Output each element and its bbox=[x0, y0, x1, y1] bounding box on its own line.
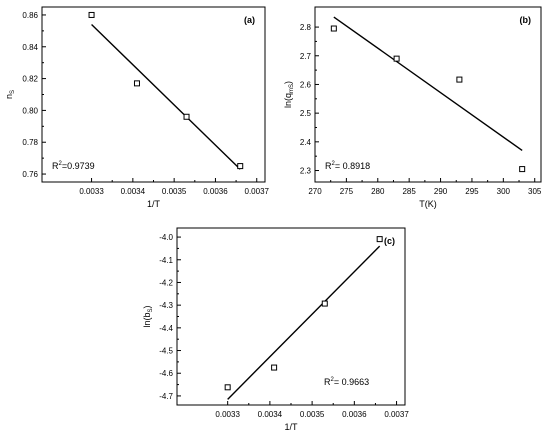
x-tick-label: 0.0034 bbox=[258, 410, 283, 419]
y-tick-label: 2.7 bbox=[300, 52, 312, 61]
x-tick-label: 0.0037 bbox=[384, 410, 409, 419]
y-tick-label: 0.82 bbox=[22, 75, 38, 84]
x-tick-label: 0.0033 bbox=[79, 187, 104, 196]
data-point-marker bbox=[376, 236, 383, 243]
data-point-marker bbox=[133, 80, 140, 87]
r-squared-annotation: R2= 0.8918 bbox=[325, 161, 370, 171]
y-axis-label: nS bbox=[4, 90, 16, 99]
data-point-marker bbox=[330, 25, 337, 32]
data-point-marker bbox=[88, 11, 95, 18]
panel-label: (a) bbox=[244, 15, 255, 25]
y-tick-label: 0.78 bbox=[22, 138, 38, 147]
x-tick-label: 0.0036 bbox=[342, 410, 367, 419]
data-point-marker bbox=[456, 76, 463, 83]
y-tick-label: 0.84 bbox=[22, 43, 38, 52]
x-axis-label: T(K) bbox=[419, 199, 437, 209]
y-tick-label: 0.86 bbox=[22, 11, 38, 20]
data-point-marker bbox=[237, 163, 244, 170]
data-point-marker bbox=[183, 113, 190, 120]
y-tick-label: -4.6 bbox=[159, 369, 173, 378]
r-squared-annotation: R2= 0.9663 bbox=[324, 377, 369, 387]
y-tick-label: 2.4 bbox=[300, 138, 312, 147]
chart-panel-c: 0.0033 0.0034 0.0035 0.0036 0.0037 -4.7 -4.6 -4… bbox=[142, 227, 409, 432]
fit-line bbox=[227, 245, 381, 400]
x-tick-label: 280 bbox=[371, 187, 385, 196]
x-axis-label: 1/T bbox=[284, 422, 298, 432]
data-point-marker bbox=[519, 166, 526, 173]
x-tick-label: 0.0037 bbox=[245, 187, 270, 196]
plot-frame bbox=[314, 6, 542, 183]
x-tick-label: 0.0034 bbox=[121, 187, 146, 196]
x-tick-label: 270 bbox=[308, 187, 322, 196]
data-point-marker bbox=[321, 300, 328, 307]
y-tick-label: -4.2 bbox=[159, 278, 173, 287]
panel-label: (c) bbox=[384, 236, 395, 246]
r-squared-annotation: R2=0.9739 bbox=[52, 161, 95, 171]
y-tick-label: 0.76 bbox=[22, 170, 38, 179]
data-point-marker bbox=[271, 364, 278, 371]
x-tick-label: 300 bbox=[497, 187, 511, 196]
fit-line bbox=[91, 23, 241, 170]
y-tick-label: -4.4 bbox=[159, 324, 173, 333]
fit-line bbox=[333, 16, 523, 152]
x-tick-label: 0.0033 bbox=[215, 410, 240, 419]
data-point-marker bbox=[393, 55, 400, 62]
chart-panel-b: 270 275 280 285 290 295 300 305 2.3 2.4 2.5 2.6 2.7 2… bbox=[283, 6, 542, 209]
data-point-marker bbox=[224, 384, 231, 391]
y-axis-label: ln(bS) bbox=[142, 305, 154, 327]
x-tick-label: 305 bbox=[528, 187, 542, 196]
y-tick-label: -4.1 bbox=[159, 256, 173, 265]
plot-frame bbox=[41, 6, 266, 183]
y-tick-label: -4.7 bbox=[159, 392, 173, 401]
y-axis-label: ln(qmS) bbox=[283, 81, 295, 108]
y-tick-label: 2.8 bbox=[300, 23, 312, 32]
x-tick-label: 290 bbox=[434, 187, 448, 196]
y-tick-label: 2.5 bbox=[300, 109, 312, 118]
y-tick-label: 0.80 bbox=[22, 106, 38, 115]
x-axis-label: 1/T bbox=[147, 199, 161, 209]
x-tick-label: 0.0036 bbox=[203, 187, 228, 196]
y-tick-label: -4.0 bbox=[159, 233, 173, 242]
x-tick-label: 285 bbox=[402, 187, 416, 196]
y-tick-label: 2.6 bbox=[300, 80, 312, 89]
y-tick-label: 2.3 bbox=[300, 167, 312, 176]
y-tick-label: -4.3 bbox=[159, 301, 173, 310]
x-tick-label: 295 bbox=[465, 187, 479, 196]
x-tick-label: 0.0035 bbox=[162, 187, 187, 196]
panel-label: (b) bbox=[520, 15, 532, 25]
y-tick-label: -4.5 bbox=[159, 347, 173, 356]
x-tick-label: 0.0035 bbox=[300, 410, 325, 419]
x-tick-label: 275 bbox=[340, 187, 354, 196]
chart-panel-a: 0.0033 0.0034 0.0035 0.0036 0.0037 0.76 0.78 0.… bbox=[4, 6, 270, 209]
